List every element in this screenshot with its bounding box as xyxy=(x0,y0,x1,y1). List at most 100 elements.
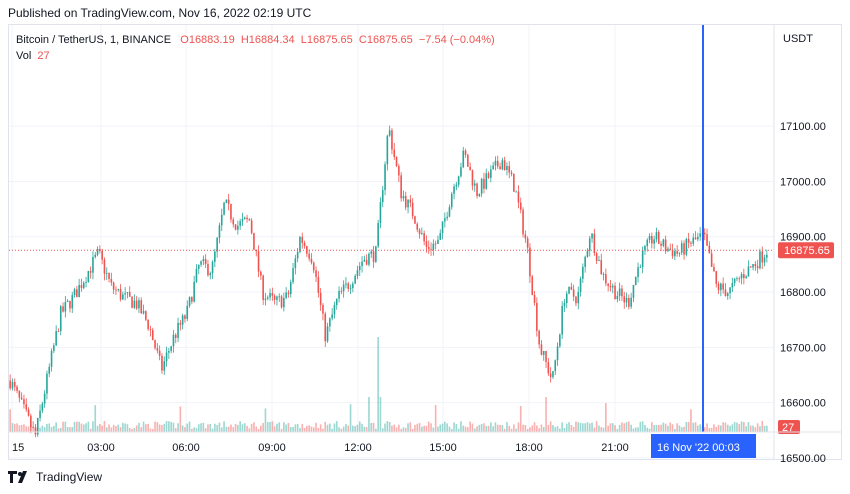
candle-body xyxy=(370,251,373,254)
volume-bar xyxy=(18,425,21,432)
volume-bar xyxy=(292,426,294,432)
candle-body xyxy=(232,219,235,225)
candle-body xyxy=(690,242,692,244)
volume-bar xyxy=(216,424,218,432)
grid xyxy=(9,25,774,459)
legend-change: −7.54 (−0.04%) xyxy=(418,34,495,46)
candle-body xyxy=(202,259,205,262)
candle-body xyxy=(699,233,701,237)
volume-bar xyxy=(448,426,451,432)
volume-bar xyxy=(407,423,409,432)
volume-bar xyxy=(172,422,175,432)
candle-body xyxy=(427,246,430,249)
candle-body xyxy=(365,259,368,265)
candle-body xyxy=(181,315,184,325)
candle-body xyxy=(715,271,718,284)
candle-body xyxy=(119,288,122,300)
candle-body xyxy=(89,271,92,273)
candle-body xyxy=(335,298,338,305)
candle-body xyxy=(678,252,681,254)
candle-body xyxy=(501,160,504,170)
volume-bar xyxy=(122,422,124,432)
volume-bar xyxy=(103,421,106,432)
volume-bar xyxy=(310,426,313,432)
volume-bar xyxy=(398,424,400,432)
currency-label: USDT xyxy=(783,33,813,45)
volume-bar xyxy=(726,424,729,432)
volume-bar xyxy=(211,428,214,432)
candle-body xyxy=(400,175,402,199)
candle-body xyxy=(30,415,32,428)
candle-body xyxy=(64,301,67,312)
candle-body xyxy=(457,176,460,185)
candle-body xyxy=(135,300,138,309)
candle-body xyxy=(46,373,48,394)
volume-bar xyxy=(168,421,170,432)
candle-body xyxy=(421,233,423,235)
x-tick-label: 21:00 xyxy=(601,442,629,454)
candle-body xyxy=(749,266,752,268)
candle-body xyxy=(20,397,23,400)
legend-close: C16875.65 xyxy=(358,34,413,46)
candle-body xyxy=(513,173,515,192)
candle-body xyxy=(460,167,462,177)
volume-bar xyxy=(381,428,384,432)
volume-bar xyxy=(526,428,529,432)
volume-bar xyxy=(713,424,715,432)
y-tick-label: 17000.00 xyxy=(780,176,826,188)
tradingview-footer[interactable]: TradingView xyxy=(8,470,102,484)
candle-body xyxy=(92,257,94,273)
volume-bar xyxy=(545,397,547,432)
volume-bar xyxy=(85,423,87,432)
volume-bar xyxy=(165,421,168,432)
candle-body xyxy=(158,350,161,356)
candle-body xyxy=(191,297,193,302)
volume-bar xyxy=(218,422,221,432)
volume-bar xyxy=(73,421,76,432)
volume-bar xyxy=(303,427,306,432)
volume-bar xyxy=(264,408,267,432)
volume-bar xyxy=(128,427,131,432)
volume-bar xyxy=(623,423,626,432)
candle-body xyxy=(71,295,74,309)
volume-bar xyxy=(154,421,156,432)
volume-bar xyxy=(43,427,46,432)
volume-bar xyxy=(729,425,731,432)
candle-body xyxy=(623,296,626,303)
volume-bar xyxy=(204,428,207,432)
volume-bar xyxy=(48,423,51,432)
volume-bar xyxy=(434,405,437,432)
volume-bar xyxy=(710,427,713,432)
volume-bar xyxy=(655,425,658,432)
volume-bar xyxy=(250,423,253,432)
volume-bar xyxy=(570,424,573,432)
volume-bar xyxy=(536,425,538,432)
volume-bar xyxy=(145,424,147,432)
volume-bar xyxy=(490,422,492,432)
volume-bar xyxy=(326,424,329,432)
y-tick-label: 16500.00 xyxy=(780,453,826,465)
volume-bar xyxy=(87,421,90,432)
legend-high: H16884.34 xyxy=(240,34,295,46)
x-tick-label: 09:00 xyxy=(258,442,286,454)
volume-bar xyxy=(126,424,129,432)
candle-body xyxy=(76,289,78,298)
candle-body xyxy=(126,292,129,294)
volume-bar xyxy=(499,424,501,432)
candle-body xyxy=(11,382,14,389)
candle-body xyxy=(354,275,356,284)
candle-body xyxy=(110,279,113,283)
volume-bar xyxy=(531,425,534,432)
candle-body xyxy=(165,352,168,362)
volume-bar xyxy=(554,427,557,432)
volume-bar xyxy=(533,422,536,432)
volume-bar xyxy=(356,424,359,432)
chart-frame[interactable] xyxy=(8,24,842,460)
candle-body xyxy=(720,283,722,291)
candle-body xyxy=(660,243,662,246)
last-price-box xyxy=(778,242,834,259)
candle-body xyxy=(149,329,152,330)
candle-body xyxy=(133,300,136,308)
volume-bar xyxy=(230,424,232,432)
